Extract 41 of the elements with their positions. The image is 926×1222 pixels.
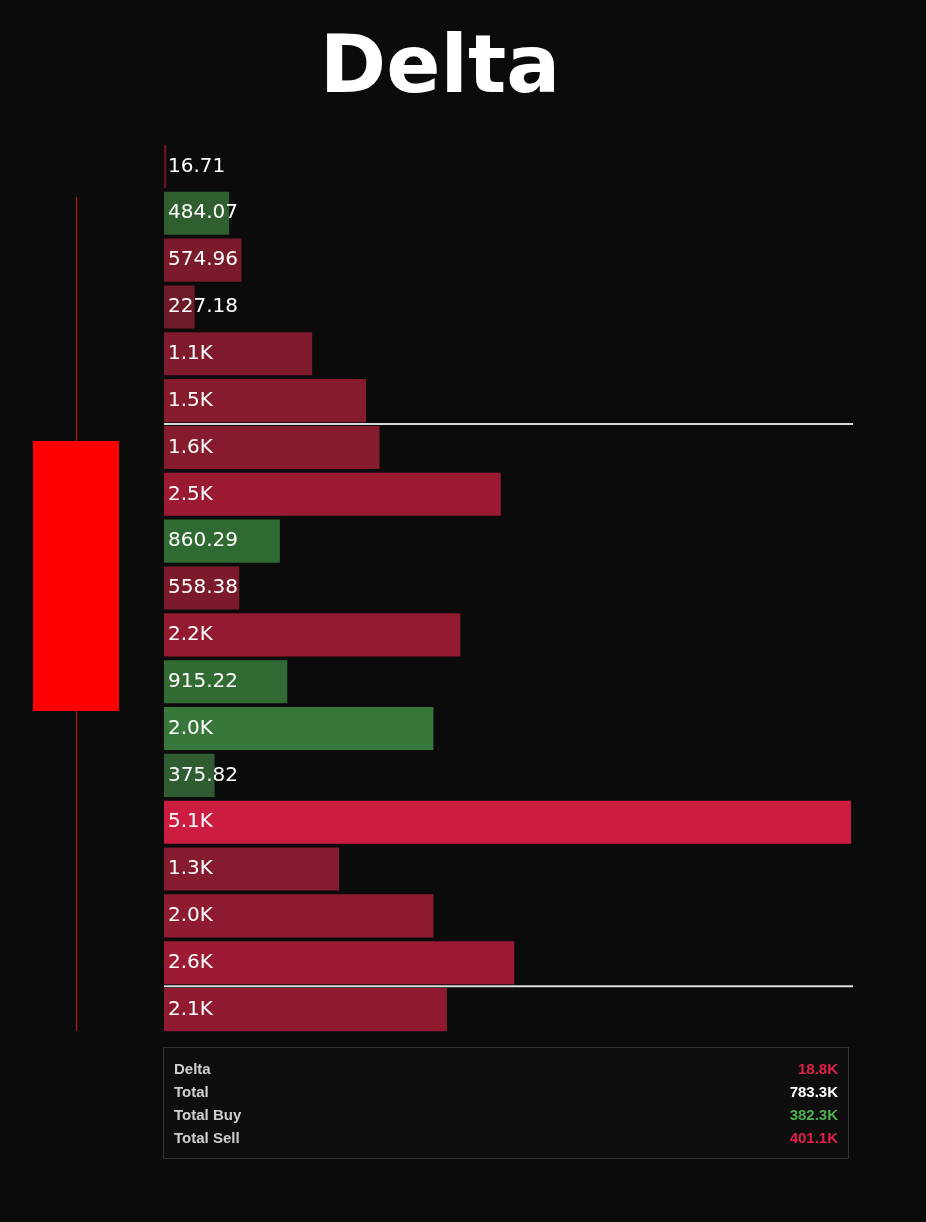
data-label: 2.6K <box>168 948 214 973</box>
bar <box>164 941 515 985</box>
text: Total Sell <box>174 1129 240 1148</box>
bar <box>164 425 380 470</box>
text: Total <box>174 1083 209 1102</box>
text: Delta <box>174 1060 211 1079</box>
data-label: 375.82 <box>168 761 238 786</box>
data-label: 2.0K <box>168 714 214 739</box>
bar <box>164 988 447 1032</box>
chart-title: Delta <box>318 18 562 111</box>
data-label: 574.96 <box>168 246 238 271</box>
bar <box>164 847 340 891</box>
data-label: 1.6K <box>168 433 214 458</box>
data-label: 860.29 <box>168 527 238 552</box>
data-label: 16.71 <box>168 152 226 177</box>
data-label: 227.18 <box>168 293 238 318</box>
bar <box>164 706 434 751</box>
text: 783.3K <box>789 1083 838 1102</box>
text: 401.1K <box>789 1129 838 1148</box>
data-label: 558.38 <box>168 574 238 599</box>
bar <box>164 894 434 938</box>
bar <box>164 613 461 657</box>
data-label: 5.1K <box>168 808 214 833</box>
data-label: 484.07 <box>168 199 238 224</box>
data-label: 2.2K <box>168 621 214 646</box>
text: 382.3K <box>789 1106 838 1125</box>
bar <box>164 472 501 516</box>
data-label: 2.1K <box>168 995 214 1020</box>
text: 18.8K <box>797 1060 838 1079</box>
data-label: 1.5K <box>168 386 214 411</box>
data-label: 1.1K <box>168 339 214 364</box>
data-label: 1.3K <box>168 855 214 880</box>
bar <box>164 519 280 563</box>
bar <box>164 379 367 423</box>
bar <box>164 660 288 704</box>
data-label: 2.0K <box>168 902 214 927</box>
data-label: 2.5K <box>168 480 214 505</box>
bar <box>164 800 851 844</box>
text: Total Buy <box>174 1106 242 1125</box>
bar <box>164 332 313 376</box>
data-label: 915.22 <box>168 667 238 692</box>
